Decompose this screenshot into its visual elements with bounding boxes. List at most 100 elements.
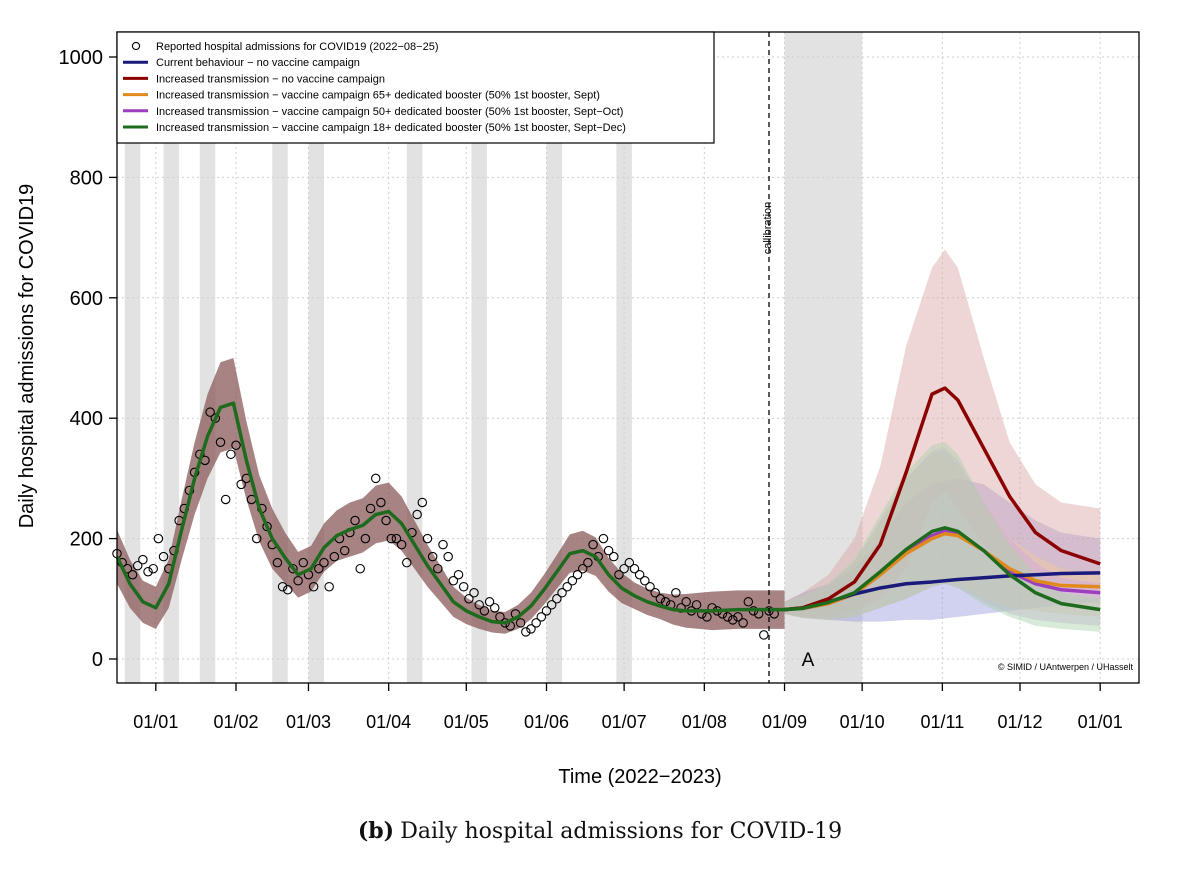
- y-axis-label: Daily hospital admissions for COVID19: [16, 184, 38, 529]
- observation-point: [572, 569, 583, 580]
- observation-point: [376, 497, 386, 508]
- observation-point: [339, 545, 350, 556]
- y-tick-label: 200: [70, 529, 103, 551]
- fit-band: [117, 358, 785, 634]
- observation-point: [391, 533, 402, 544]
- fit-line: [115, 401, 785, 625]
- observation-point: [272, 557, 283, 568]
- observation-point: [691, 600, 702, 610]
- x-tick-label: 01/11: [921, 712, 965, 732]
- observation-point: [226, 449, 236, 460]
- observation-point: [138, 554, 148, 565]
- observation-point: [526, 624, 536, 634]
- axes: 0 200 400 600 800 1000 01/01 01/02 01/03 01/04 01/…: [59, 31, 1140, 732]
- series-lines: [115, 386, 1101, 625]
- observation-point: [728, 615, 738, 625]
- copyright-note: © SIMID / UAntwerpen / UHasselt: [998, 662, 1134, 672]
- observation-point: [681, 597, 691, 607]
- observation-point: [634, 569, 645, 580]
- observation-point: [127, 569, 138, 580]
- observation-point: [577, 563, 588, 574]
- observation-point: [469, 588, 479, 598]
- x-tick-label: 01/10: [840, 712, 885, 732]
- observation-point: [402, 557, 412, 568]
- observation-point: [722, 612, 733, 622]
- observation-point: [552, 594, 562, 604]
- observation-point: [298, 557, 309, 568]
- observation-point: [205, 407, 215, 417]
- caption-text: Daily hospital admissions for COVID-19: [400, 819, 843, 844]
- observation-point: [143, 566, 153, 577]
- observation-point: [148, 563, 158, 574]
- observation-point: [531, 618, 541, 628]
- observation-point: [603, 545, 614, 556]
- observation-point: [215, 437, 226, 448]
- observation-point: [448, 575, 459, 586]
- observation-point: [474, 600, 484, 610]
- x-tick-label: 01/12: [997, 712, 1042, 732]
- y-tick-label: 400: [70, 408, 103, 430]
- observation-point: [277, 582, 288, 592]
- observation-point: [650, 588, 660, 598]
- observation-point: [319, 557, 329, 568]
- observation-point: [557, 588, 567, 598]
- observation-point: [458, 582, 469, 592]
- x-tick-label: 01/04: [366, 712, 411, 732]
- observation-point: [562, 582, 572, 592]
- x-tick-label: 01/03: [286, 712, 331, 732]
- observation-point: [453, 569, 464, 580]
- x-tick-label: 01/01: [133, 712, 178, 732]
- observation-point: [546, 600, 557, 610]
- x-tick-label: 01/01: [1078, 712, 1123, 732]
- observation-point: [153, 533, 164, 544]
- observation-point: [536, 612, 547, 622]
- observation-point: [288, 563, 298, 574]
- observation-point: [236, 479, 246, 490]
- x-tick-label: 01/06: [524, 712, 569, 732]
- observation-point: [624, 557, 635, 568]
- observation-point: [417, 497, 428, 508]
- hospital-admissions-chart: 0 200 400 600 800 1000 01/01 01/02 01/03 01/04 01/…: [16, 31, 1140, 788]
- observation-point: [433, 563, 443, 574]
- observation-point: [396, 539, 407, 550]
- observation-point: [365, 503, 376, 514]
- calibration-label: callibration: [762, 202, 774, 255]
- observation-point: [484, 597, 495, 607]
- observation-point: [370, 473, 381, 484]
- legend-label: Reported hospital admissions for COVID19…: [156, 41, 439, 53]
- caption-tag: (b): [357, 818, 395, 844]
- observation-point: [598, 533, 609, 544]
- observation-point: [360, 533, 371, 544]
- observation-point: [386, 533, 397, 544]
- observation-point: [541, 606, 552, 616]
- observation-point: [464, 594, 474, 604]
- observation-point: [412, 509, 422, 520]
- x-tick-label: 01/05: [444, 712, 489, 732]
- observation-point: [132, 560, 143, 571]
- observation-point: [231, 440, 241, 451]
- observation-point: [350, 515, 360, 526]
- observation-point: [308, 582, 319, 592]
- observation-point: [629, 563, 640, 574]
- holiday-period: [546, 32, 563, 683]
- legend-label: Increased transmission − vaccine campaig…: [156, 90, 600, 102]
- observation-point: [609, 551, 619, 562]
- scenario-band: [784, 249, 1101, 617]
- holiday-period: [784, 32, 863, 683]
- observation-point: [619, 563, 629, 574]
- observation-point: [381, 515, 391, 526]
- x-tick-label: 01/02: [213, 712, 258, 732]
- figure-caption: (b) Daily hospital admissions for COVID-…: [0, 818, 1200, 844]
- observation-point: [702, 612, 712, 622]
- observation-point: [355, 563, 365, 574]
- observation-point: [733, 612, 743, 622]
- observation-point: [314, 563, 324, 574]
- scenario-label: A: [802, 650, 815, 671]
- observation-point: [738, 618, 748, 628]
- observation-point: [329, 551, 340, 562]
- observation-point: [515, 618, 526, 628]
- series-line: [784, 526, 1101, 612]
- observation-point: [443, 551, 453, 562]
- legend-label: Increased transmission − vaccine campaig…: [156, 106, 623, 118]
- x-axis-label: Time (2022−2023): [558, 766, 721, 788]
